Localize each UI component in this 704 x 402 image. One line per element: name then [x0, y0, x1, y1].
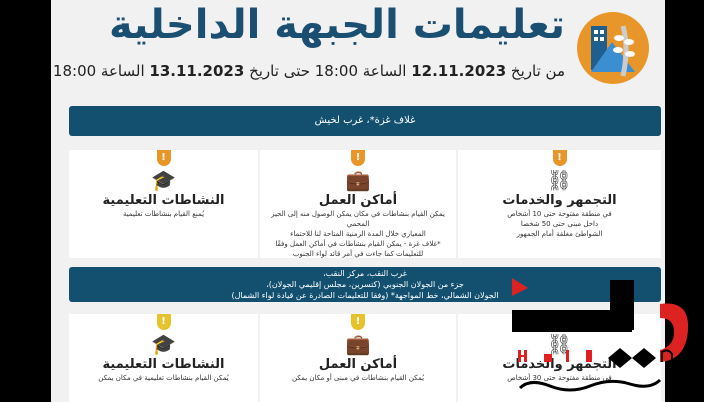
instruction-card: ! ⛓ التجمهر والخدمات في منطقة مفتوحة حتى … [458, 150, 661, 258]
card-title: أماكن العمل [318, 193, 398, 208]
card-title: النشاطات التعليمية [102, 357, 225, 372]
instruction-card: ! 💼 أماكن العمل يُمكن القيام بنشاطات في م… [260, 314, 456, 402]
banner-line: الجولان الشمالي، خط المواجهة* (وفقا للتع… [231, 291, 499, 300]
date-to-label: الساعة 18:00 حتى تاريخ [249, 62, 407, 80]
warning-badge-icon: ! [351, 150, 365, 166]
graduation-cap-icon: 🎓 [151, 332, 176, 356]
warning-badge-icon: ! [156, 314, 171, 330]
card-description-line: يُمكن القيام بنشاطات تعليمية في مكان يمك… [98, 374, 229, 382]
warning-badge-icon: ! [552, 150, 567, 166]
banner-line: غلاف غزة*، غرب لخيش [314, 115, 416, 126]
instruction-card: ! ⛓ التجمهر والخدمات في منطقة مفتوحة حتى … [458, 314, 661, 402]
card-description-line: يُمكن القيام بنشاطات في مبنى أو مكان يمك… [291, 374, 425, 382]
date-from: 12.11.2023 [411, 62, 507, 80]
stanchion-icon: ⛓ [546, 168, 573, 192]
date-from-label: من تاريخ [510, 62, 565, 80]
page-title: تعليمات الجبهة الداخلية [109, 2, 565, 48]
home-front-command-logo [577, 12, 649, 84]
stanchion-icon: ⛓ [546, 332, 573, 356]
region-banner: غرب النقب، مركز النقب، جزء من الجولان الج… [69, 267, 661, 302]
card-description-line: المعياري خلال المدة الزمنية المتاحة لنا … [290, 230, 426, 238]
warning-badge-icon: ! [351, 314, 365, 330]
warning-badge-icon: ! [552, 314, 567, 330]
card-title: التجمهر والخدمات [502, 193, 617, 208]
card-description-line: يُمنع القيام بنشاطات تعليمية [122, 210, 205, 218]
card-description-line: في منطقة مفتوحة حتى 10 أشخاص [507, 210, 612, 218]
card-description-line: للتعليمات كما جاءت في أمر قائد لواء الجن… [292, 250, 424, 258]
date-to: 13.11.2023 [149, 62, 245, 80]
time-to: الساعة 18:00 [52, 62, 145, 80]
card-title: أماكن العمل [318, 357, 398, 372]
briefcase-icon: 💼 [345, 168, 371, 192]
region-banner: غلاف غزة*، غرب لخيش [69, 106, 661, 136]
card-description-line: داخل مبنى حتى 50 شخصا [520, 220, 599, 228]
card-description-line: في منطقة مفتوحة حتى 30 أشخاص [507, 374, 612, 382]
banner-line: جزء من الجولان الجنوبي (كتسرين، مجلس إقل… [266, 280, 464, 289]
instruction-card: ! 🎓 النشاطات التعليمية يُمنع القيام بنشاط… [69, 150, 258, 258]
card-title: التجمهر والخدمات [502, 357, 617, 372]
instruction-card: ! 💼 أماكن العمل يمكن القيام بنشاطات في مك… [260, 150, 456, 258]
infographic: تعليمات الجبهة الداخلية من تاريخ 12.11.2… [51, 0, 665, 402]
card-description-line: *غلاف غزة - يمكن القيام بنشاطات في أماكن… [275, 240, 441, 248]
banner-line: غرب النقب، مركز النقب، [323, 269, 407, 278]
warning-badge-icon: ! [156, 150, 171, 166]
card-title: النشاطات التعليمية [102, 193, 225, 208]
date-range: من تاريخ 12.11.2023 الساعة 18:00 حتى تار… [53, 62, 565, 80]
graduation-cap-icon: 🎓 [151, 168, 176, 192]
briefcase-icon: 💼 [345, 332, 371, 356]
card-description-line: الشواطئ مغلقة أمام الجمهور [516, 230, 603, 238]
card-description-line: يمكن القيام بنشاطات في مكان يمكن الوصول … [271, 210, 445, 228]
instruction-card: ! 🎓 النشاطات التعليمية يُمكن القيام بنشاط… [69, 314, 258, 402]
